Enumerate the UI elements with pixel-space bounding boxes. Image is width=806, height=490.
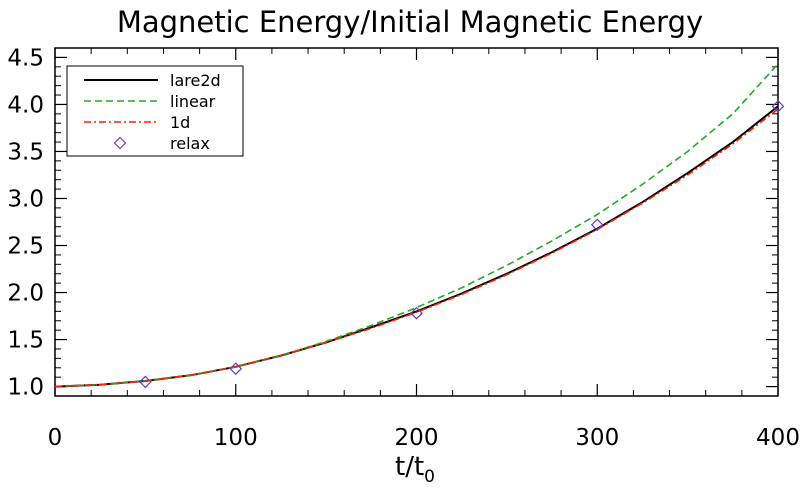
axis-ticks: 0 100 200 300 400 1.0 1.5 2.0 2.5 3.0 3.5 4.0 4.5 xyxy=(7,45,800,451)
series-relax-marker xyxy=(229,362,243,376)
legend-relax-label: relax xyxy=(170,134,210,153)
x-tick-label: 0 xyxy=(48,425,63,451)
x-tick-label: 200 xyxy=(395,425,439,451)
y-tick-label: 4.5 xyxy=(7,45,44,71)
series-group xyxy=(54,63,785,389)
legend-lare2d-label: lare2d xyxy=(170,71,221,90)
x-tick-label: 300 xyxy=(575,425,619,451)
series-relax-marker xyxy=(410,306,423,320)
y-tick-label: 3.5 xyxy=(7,139,44,165)
chart-title: Magnetic Energy/Initial Magnetic Energy xyxy=(117,5,703,39)
legend-relax-symbol xyxy=(113,136,127,150)
y-tick-label: 2.5 xyxy=(7,234,44,260)
series-relax-marker xyxy=(771,99,785,113)
y-tick-label: 1.5 xyxy=(7,328,44,354)
y-tick-label: 1.0 xyxy=(7,375,44,401)
y-tick-label: 3.0 xyxy=(7,186,44,212)
x-tick-label: 100 xyxy=(214,425,258,451)
legend-linear-label: linear xyxy=(170,92,216,111)
x-axis-label-main: t/t xyxy=(395,452,424,482)
legend-1d-label: 1d xyxy=(170,113,190,132)
series-relax-marker xyxy=(139,375,152,389)
x-axis-label-subscript: 0 xyxy=(424,467,435,487)
y-tick-label: 2.0 xyxy=(7,281,44,307)
series-1d-line xyxy=(54,108,779,388)
x-axis-label: t/t0 xyxy=(395,452,435,487)
y-tick-label: 4.0 xyxy=(7,92,44,118)
x-tick-label: 400 xyxy=(756,425,800,451)
series-relax-marker xyxy=(590,218,604,232)
legend: lare2d linear 1d relax xyxy=(66,65,244,157)
